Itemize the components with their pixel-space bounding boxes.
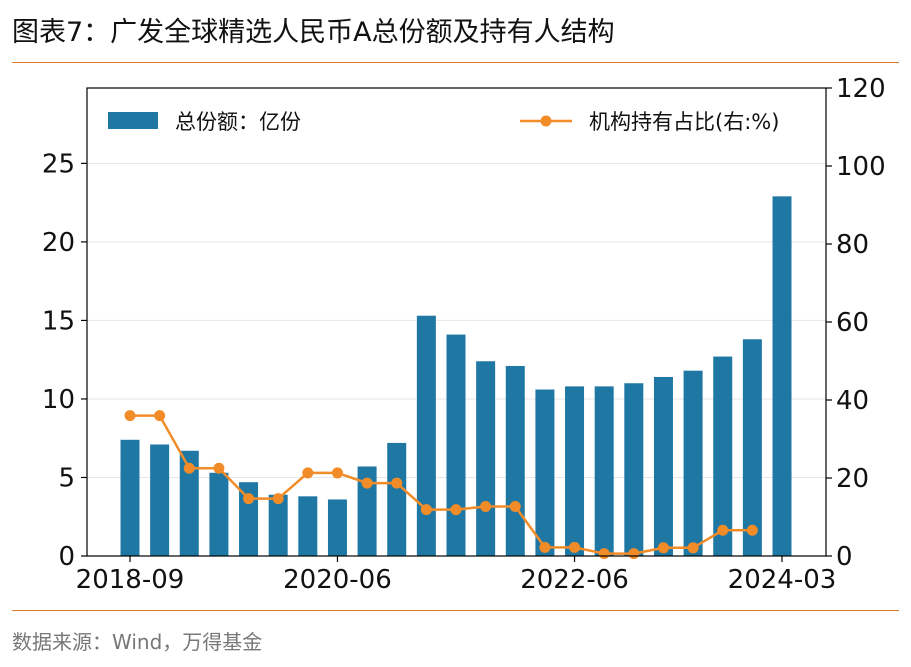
left-tick-label: 0 xyxy=(58,542,75,572)
bar-series xyxy=(120,196,792,556)
right-tick-label: 100 xyxy=(836,152,886,182)
bar xyxy=(565,386,585,556)
bar xyxy=(594,386,614,556)
right-tick-label: 60 xyxy=(836,308,869,338)
line-point xyxy=(154,410,166,422)
line-point xyxy=(450,504,462,516)
bar xyxy=(713,356,733,556)
bar xyxy=(150,444,170,556)
line-point xyxy=(243,493,255,505)
line-point xyxy=(302,467,314,479)
line-point xyxy=(480,500,492,512)
x-axis: 2018-09 2020-06 2022-06 2024-03 xyxy=(76,556,837,595)
right-tick-label: 0 xyxy=(836,542,853,572)
source-note: 数据来源：Wind，万得基金 xyxy=(12,630,263,654)
line-point xyxy=(539,541,551,553)
x-tick-label: 2024-03 xyxy=(728,565,837,595)
right-tick-label: 40 xyxy=(836,386,869,416)
line-series xyxy=(124,410,758,560)
line-point xyxy=(598,548,610,560)
bar xyxy=(268,494,288,556)
line-point xyxy=(213,462,225,474)
bar xyxy=(653,376,673,556)
line-point xyxy=(183,462,195,474)
bar xyxy=(387,442,407,556)
x-tick-label: 2022-06 xyxy=(520,565,629,595)
legend: 总份额：亿份 机构持有占比(右:%) xyxy=(108,110,779,134)
legend-line-label: 机构持有占比(右:%) xyxy=(589,110,779,134)
right-tick-label: 80 xyxy=(836,230,869,260)
line-point xyxy=(687,542,699,554)
bar xyxy=(298,496,318,556)
x-tick-label: 2020-06 xyxy=(283,565,392,595)
line-point xyxy=(717,524,729,536)
right-tick-label: 20 xyxy=(836,464,869,494)
line-point xyxy=(391,477,403,489)
line-point xyxy=(331,467,343,479)
bar xyxy=(535,389,555,556)
left-axis: 0 5 10 15 20 25 xyxy=(42,149,87,572)
line-point xyxy=(272,493,284,505)
bar xyxy=(772,196,792,556)
bar xyxy=(683,370,703,556)
bar xyxy=(416,315,436,556)
line-point xyxy=(509,500,521,512)
line-path xyxy=(130,414,753,555)
line-point xyxy=(124,410,136,422)
bar xyxy=(446,334,466,556)
left-tick-label: 25 xyxy=(42,149,75,179)
line-point xyxy=(361,477,373,489)
bar xyxy=(179,450,199,556)
chart: 0 5 10 15 20 25 0 20 40 60 80 100 120 2018-09 2020-0… xyxy=(42,74,886,595)
legend-bar-swatch xyxy=(108,112,158,129)
top-divider xyxy=(12,62,899,63)
left-tick-label: 15 xyxy=(42,306,75,336)
chart-title: 图表7：广发全球精选人民币A总份额及持有人结构 xyxy=(12,17,615,48)
legend-line-marker xyxy=(540,115,552,127)
left-tick-label: 5 xyxy=(58,463,75,493)
legend-bar-label: 总份额：亿份 xyxy=(175,110,301,134)
bar xyxy=(624,383,644,556)
right-tick-label: 120 xyxy=(836,74,886,104)
bar xyxy=(742,339,762,556)
bar xyxy=(209,472,229,556)
bar xyxy=(476,361,496,556)
line-point xyxy=(569,541,581,553)
x-tick-label: 2018-09 xyxy=(76,565,185,595)
line-point xyxy=(657,542,669,554)
bottom-divider xyxy=(12,610,899,611)
bar xyxy=(327,499,347,556)
right-axis: 0 20 40 60 80 100 120 xyxy=(826,74,886,572)
bar xyxy=(357,466,377,556)
bar xyxy=(505,365,525,556)
line-point xyxy=(628,548,640,560)
left-tick-label: 10 xyxy=(42,385,75,415)
line-point xyxy=(420,504,432,516)
left-tick-label: 20 xyxy=(42,228,75,258)
bar xyxy=(120,439,140,556)
line-point xyxy=(746,524,758,536)
